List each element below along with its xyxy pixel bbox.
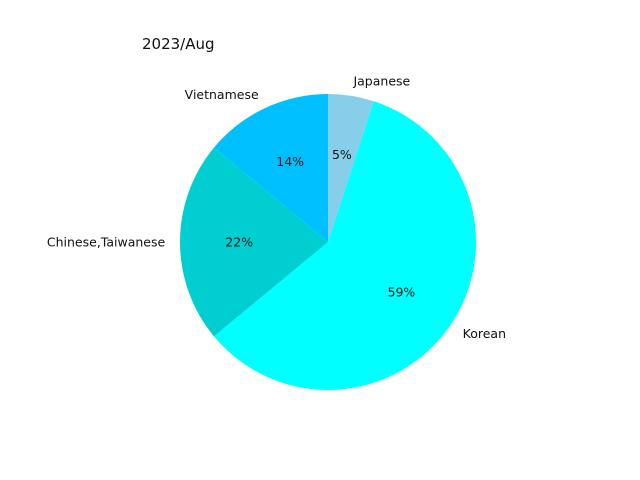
- slice-percent-vietnamese: 14%: [276, 154, 304, 169]
- pie-slice-vietnamese: [213, 94, 328, 242]
- slice-label-japanese: Japanese: [352, 74, 410, 89]
- slice-percent-chinese-taiwanese: 22%: [225, 235, 253, 250]
- pie-slice-chinese-taiwanese: [180, 147, 328, 337]
- slice-percent-korean: 59%: [388, 284, 416, 299]
- pie-labels: Japanese 5% Korean 59% Chinese,Taiwanese 22% V…: [47, 74, 506, 341]
- slice-percent-japanese: 5%: [332, 147, 352, 162]
- pie-slices: [180, 94, 477, 391]
- slice-label-vietnamese: Vietnamese: [185, 87, 259, 102]
- pie-slice-korean: [213, 101, 477, 391]
- chart-title: 2023/Aug: [142, 35, 215, 53]
- slice-label-korean: Korean: [463, 326, 506, 341]
- pie-slice-japanese: [328, 94, 374, 242]
- slice-label-chinese-taiwanese: Chinese,Taiwanese: [47, 235, 166, 250]
